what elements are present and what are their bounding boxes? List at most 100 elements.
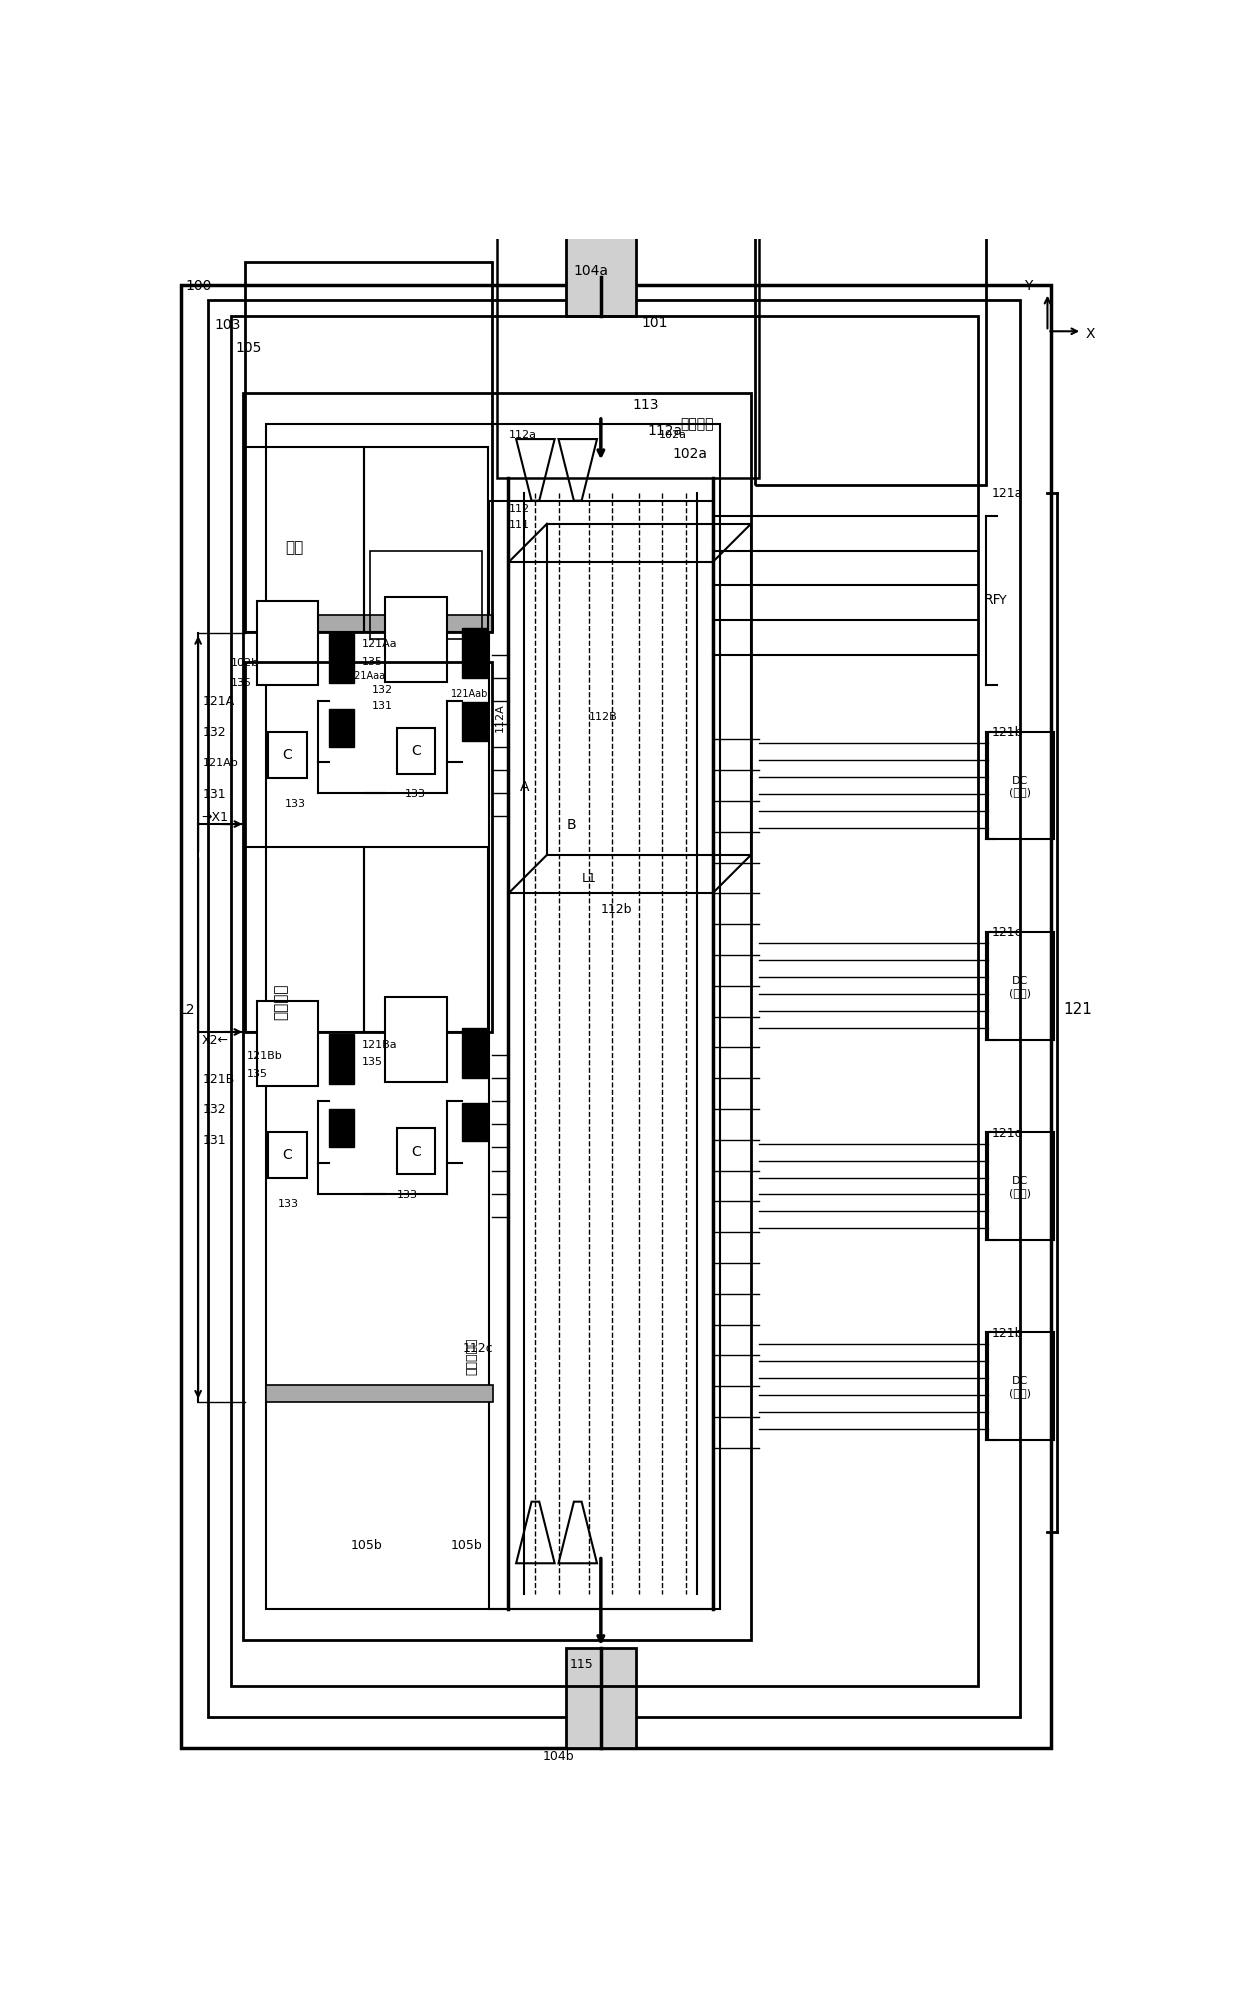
Bar [329,709,353,747]
Bar [365,847,487,1033]
Text: 135: 135 [362,657,383,667]
Text: L1: L1 [582,871,596,885]
Bar [463,703,487,741]
Text: 115: 115 [570,1656,594,1670]
Text: C: C [412,743,420,757]
Text: 113: 113 [632,398,658,412]
Text: 102b: 102b [231,657,259,667]
Bar [386,997,446,1083]
Text: 111: 111 [510,519,531,529]
Bar [246,847,365,1033]
Text: 132: 132 [372,685,393,695]
Bar [265,424,720,1610]
Bar [988,733,1054,839]
Bar [329,1035,353,1085]
Text: 104b: 104b [543,1750,574,1762]
Bar [265,1385,494,1403]
Text: 104a: 104a [574,264,609,278]
Bar [497,224,759,478]
Bar [246,663,491,1033]
Bar [231,318,978,1686]
Text: 101: 101 [641,316,668,330]
Bar [988,1133,1054,1241]
Text: A: A [520,779,529,793]
Bar [397,1129,435,1175]
Text: →X1: →X1 [201,811,228,823]
Bar [567,216,635,318]
Text: 132: 132 [203,725,227,739]
Bar [755,0,986,486]
Text: L2: L2 [179,1003,196,1017]
Text: 132: 132 [327,1057,348,1067]
Bar [365,448,487,631]
Text: C: C [283,747,293,761]
Text: 调制器芯片: 调制器芯片 [466,1337,479,1375]
Text: 112b: 112b [601,903,632,915]
Text: B: B [567,817,575,831]
Text: RF: RF [983,593,1001,607]
Text: DC
(相位): DC (相位) [1009,1175,1032,1197]
Bar [463,629,487,679]
Text: 133: 133 [397,1189,418,1199]
Text: 103: 103 [215,318,241,332]
Text: 121b: 121b [991,725,1023,739]
Bar [490,501,713,1610]
Text: 121A: 121A [203,695,234,707]
Bar [268,733,306,779]
Text: 121Bb: 121Bb [247,1051,283,1061]
Bar [243,394,751,1640]
Text: 载体: 载体 [285,539,304,555]
Text: 终端基板: 终端基板 [274,983,289,1019]
Text: DC
(偏置): DC (偏置) [1009,775,1032,797]
Text: 112c: 112c [463,1341,492,1355]
Text: 121Ba: 121Ba [362,1039,398,1049]
Bar [463,1029,487,1079]
Text: 131: 131 [329,1069,350,1079]
Text: 132: 132 [203,1103,227,1117]
Text: 112a: 112a [510,430,537,440]
Text: 121a: 121a [991,488,1023,500]
Bar [329,1109,353,1149]
Bar [463,1103,487,1141]
Text: 105b: 105b [351,1538,382,1550]
Text: 121Aa: 121Aa [362,639,398,649]
Text: X2←: X2← [201,1033,228,1047]
Text: 112a: 112a [647,424,682,438]
Text: Y: Y [999,593,1007,607]
Text: 112A: 112A [495,703,505,731]
Text: 121B: 121B [203,1073,236,1085]
Text: C: C [412,1145,420,1159]
Text: X: X [1086,326,1095,340]
Text: 121b: 121b [991,1327,1023,1339]
Text: DC
(相位): DC (相位) [1009,975,1032,997]
Bar [268,1133,306,1179]
Text: 102a: 102a [658,430,687,440]
Text: 133: 133 [404,789,425,799]
Text: C: C [283,1147,293,1161]
Text: DC
(偏置): DC (偏置) [1009,1377,1032,1397]
Text: 102a: 102a [672,448,708,462]
Text: 100: 100 [185,280,212,294]
Text: 133: 133 [285,797,306,807]
Bar [988,1333,1054,1441]
Text: 中继基板: 中继基板 [681,418,714,432]
Text: 112: 112 [510,503,531,513]
Text: 105: 105 [236,340,262,354]
Text: 112B: 112B [589,711,618,721]
Bar [246,264,491,631]
Text: 121c: 121c [991,925,1022,939]
Bar [265,615,494,631]
Bar [567,1648,635,1748]
Text: 131: 131 [203,1133,227,1147]
Bar [257,1001,319,1087]
Text: 121: 121 [1063,1001,1091,1017]
Text: 133: 133 [278,1199,299,1209]
Bar [988,933,1054,1041]
Bar [386,597,446,681]
Text: 105b: 105b [450,1538,482,1550]
Text: 135: 135 [247,1069,268,1079]
Text: 135: 135 [362,1057,383,1067]
Text: 121Aaa: 121Aaa [350,671,386,681]
Text: 135: 135 [231,677,252,687]
Text: 121d: 121d [991,1127,1023,1139]
